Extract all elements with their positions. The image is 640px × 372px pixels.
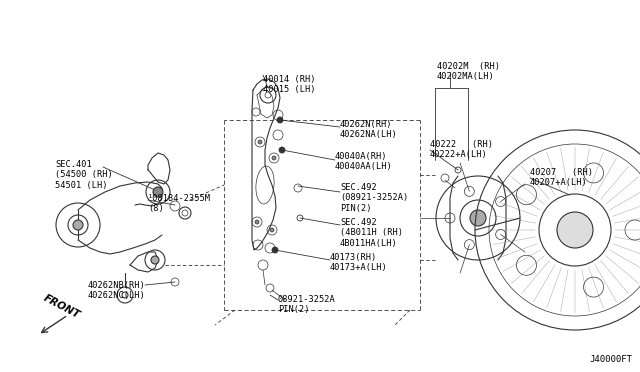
Text: 40040A(RH)
40040AA(LH): 40040A(RH) 40040AA(LH) [335,152,393,171]
Text: 40207   (RH)
40207+A(LH): 40207 (RH) 40207+A(LH) [530,168,593,187]
Circle shape [151,256,159,264]
Text: 40173(RH)
40173+A(LH): 40173(RH) 40173+A(LH) [330,253,388,272]
Text: ¹08184-2355M
(8): ¹08184-2355M (8) [148,194,211,214]
Text: 40262NB(RH)
40262NC(LH): 40262NB(RH) 40262NC(LH) [88,281,146,301]
Circle shape [279,147,285,153]
Text: 40202M  (RH)
40202MA(LH): 40202M (RH) 40202MA(LH) [437,62,500,81]
Text: SEC.492
(4B011H (RH)
4B011HA(LH): SEC.492 (4B011H (RH) 4B011HA(LH) [340,218,403,248]
Circle shape [272,156,276,160]
Circle shape [153,187,163,197]
Circle shape [470,210,486,226]
Circle shape [277,117,283,123]
Circle shape [272,247,278,253]
Circle shape [255,220,259,224]
Text: SEC.492
(08921-3252A)
PIN(2): SEC.492 (08921-3252A) PIN(2) [340,183,408,213]
Circle shape [557,212,593,248]
Text: 08921-3252A
PIN(2): 08921-3252A PIN(2) [278,295,336,314]
Text: J40000FT: J40000FT [589,355,632,364]
Text: 40262N(RH)
40262NA(LH): 40262N(RH) 40262NA(LH) [340,120,397,140]
Circle shape [270,228,274,232]
Text: 40222   (RH)
40222+A(LH): 40222 (RH) 40222+A(LH) [430,140,493,159]
Circle shape [73,220,83,230]
Text: 40014 (RH)
40015 (LH): 40014 (RH) 40015 (LH) [263,75,316,94]
Text: SEC.401
(54500 (RH)
54501 (LH): SEC.401 (54500 (RH) 54501 (LH) [55,160,113,190]
Text: FRONT: FRONT [42,292,82,320]
Circle shape [258,140,262,144]
